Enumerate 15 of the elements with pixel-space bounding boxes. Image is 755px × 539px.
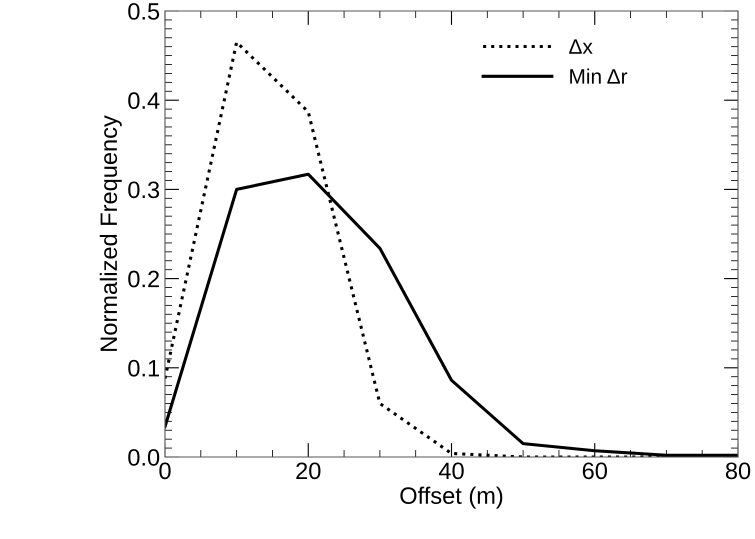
y-tick-label: 0.2	[128, 270, 159, 288]
x-axis-title: Offset (m)	[400, 486, 502, 509]
y-tick-label: 0.3	[128, 181, 160, 198]
y-tick-label: 0.5	[128, 3, 160, 20]
legend-label: Min Δr	[570, 68, 628, 84]
x-tick-label: 20	[296, 462, 320, 480]
y-tick-label: 0.0	[128, 449, 160, 466]
x-tick-label: 0	[159, 462, 171, 480]
legend-label: Δx	[569, 39, 593, 54]
y-tick-label: 0.4	[128, 92, 160, 109]
x-tick-label: 80	[726, 462, 750, 480]
y-tick-label: 0.1	[128, 360, 159, 377]
y-axis-title: Normalized Frequency	[100, 115, 122, 351]
x-tick-label: 60	[582, 462, 607, 480]
x-tick-label: 40	[438, 462, 464, 480]
